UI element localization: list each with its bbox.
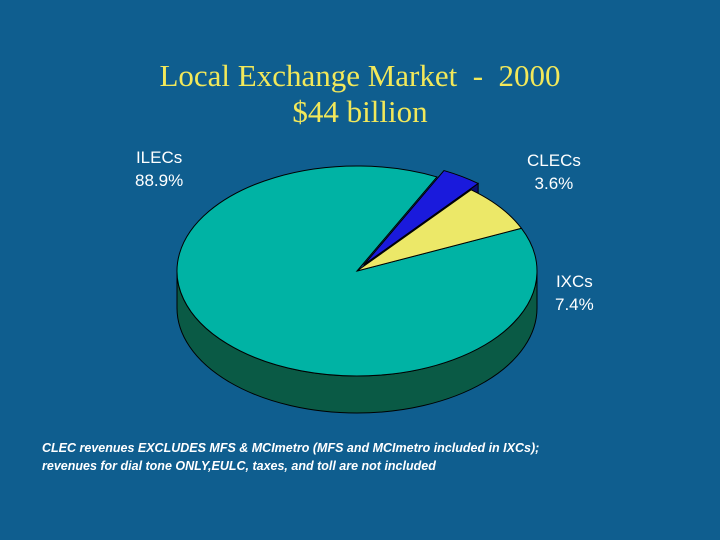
footnote-line-2: revenues for dial tone ONLY,EULC, taxes,… <box>42 459 436 473</box>
chart-title: Local Exchange Market - 2000 <box>159 58 561 93</box>
ilecs-label: ILECs 88.9% <box>135 146 183 192</box>
clecs-label: CLECs 3.6% <box>527 149 581 195</box>
ixcs-slice <box>356 189 523 272</box>
ixcs-label: IXCs 7.4% <box>555 270 594 316</box>
clecs-slice <box>363 169 480 266</box>
clecs-name: CLECs <box>527 151 581 170</box>
footnote: CLEC revenues EXCLUDES MFS & MCImetro (M… <box>42 439 702 475</box>
ilecs-value: 88.9% <box>135 171 184 190</box>
footnote-line-1: CLEC revenues EXCLUDES MFS & MCImetro (M… <box>42 441 540 455</box>
ilecs-name: ILECs <box>135 148 183 167</box>
ixcs-value: 7.4% <box>555 295 594 314</box>
chart-subtitle: $44 billion <box>292 94 428 129</box>
clecs-value: 3.6% <box>534 174 574 193</box>
chart-title-block: Local Exchange Market - 2000 $44 billion <box>0 58 720 130</box>
ixcs-name: IXCs <box>555 272 593 291</box>
